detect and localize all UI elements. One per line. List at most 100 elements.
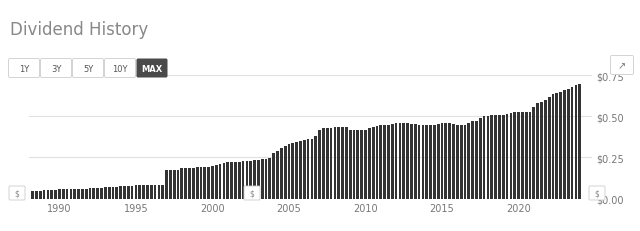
Bar bbox=[246, 161, 248, 199]
Bar bbox=[88, 188, 92, 199]
Bar bbox=[517, 112, 520, 199]
Bar bbox=[119, 186, 122, 199]
Bar bbox=[579, 84, 581, 199]
Bar bbox=[242, 161, 244, 199]
Bar bbox=[318, 130, 321, 199]
Bar bbox=[138, 185, 141, 199]
Bar bbox=[403, 124, 405, 199]
Bar bbox=[372, 128, 374, 199]
Bar bbox=[131, 186, 134, 199]
Bar bbox=[498, 115, 500, 199]
Bar bbox=[92, 188, 95, 199]
FancyBboxPatch shape bbox=[40, 59, 72, 78]
Bar bbox=[559, 92, 562, 199]
Bar bbox=[108, 187, 111, 199]
Bar bbox=[81, 189, 84, 199]
Bar bbox=[211, 166, 214, 199]
Bar bbox=[422, 125, 424, 199]
Bar bbox=[85, 189, 88, 199]
Text: MAX: MAX bbox=[141, 64, 163, 73]
Bar bbox=[448, 124, 451, 199]
Bar bbox=[47, 191, 49, 199]
Bar bbox=[280, 149, 283, 199]
FancyBboxPatch shape bbox=[244, 186, 260, 200]
Bar bbox=[295, 142, 298, 199]
Bar bbox=[360, 130, 363, 199]
Bar bbox=[387, 125, 390, 199]
Bar bbox=[35, 191, 38, 199]
Bar bbox=[368, 128, 371, 199]
FancyBboxPatch shape bbox=[104, 59, 136, 78]
Bar bbox=[161, 185, 164, 199]
Text: 10Y: 10Y bbox=[112, 64, 128, 73]
Bar bbox=[314, 137, 317, 199]
Bar bbox=[376, 127, 378, 199]
Bar bbox=[291, 143, 294, 199]
Bar bbox=[184, 168, 187, 199]
Bar bbox=[341, 128, 344, 199]
Bar bbox=[188, 168, 191, 199]
Bar bbox=[479, 119, 482, 199]
Bar bbox=[552, 95, 554, 199]
Bar bbox=[287, 144, 291, 199]
Text: $: $ bbox=[15, 189, 19, 198]
FancyBboxPatch shape bbox=[589, 186, 605, 200]
Bar bbox=[230, 163, 233, 199]
Bar bbox=[414, 124, 417, 199]
Bar bbox=[123, 186, 126, 199]
Bar bbox=[364, 130, 367, 199]
Bar bbox=[77, 189, 80, 199]
Bar bbox=[410, 124, 413, 199]
Bar bbox=[326, 128, 328, 199]
Bar bbox=[406, 124, 409, 199]
Bar bbox=[204, 167, 206, 199]
Bar bbox=[471, 122, 474, 199]
Bar bbox=[303, 141, 306, 199]
Bar bbox=[66, 190, 68, 199]
Bar bbox=[433, 125, 436, 199]
Bar bbox=[532, 107, 535, 199]
Bar bbox=[250, 161, 252, 199]
Bar bbox=[70, 190, 72, 199]
Bar bbox=[353, 130, 355, 199]
Bar bbox=[337, 128, 340, 199]
Bar bbox=[54, 191, 57, 199]
Bar bbox=[345, 128, 348, 199]
Bar bbox=[200, 168, 202, 199]
Bar bbox=[219, 164, 221, 199]
Bar bbox=[467, 124, 470, 199]
Text: $: $ bbox=[250, 189, 255, 198]
Bar bbox=[529, 112, 531, 199]
Bar bbox=[521, 112, 524, 199]
Bar bbox=[253, 160, 256, 199]
Bar bbox=[399, 124, 401, 199]
Bar bbox=[444, 124, 447, 199]
Bar bbox=[310, 139, 314, 199]
Bar bbox=[575, 86, 577, 199]
Bar bbox=[165, 170, 168, 199]
Bar bbox=[513, 112, 516, 199]
Text: 5Y: 5Y bbox=[83, 64, 93, 73]
Bar bbox=[150, 185, 152, 199]
Bar bbox=[284, 146, 287, 199]
Bar bbox=[333, 128, 336, 199]
Bar bbox=[490, 115, 493, 199]
Bar bbox=[349, 130, 351, 199]
Bar bbox=[567, 89, 570, 199]
Bar bbox=[257, 160, 260, 199]
FancyBboxPatch shape bbox=[72, 59, 104, 78]
Bar bbox=[43, 191, 45, 199]
Bar bbox=[74, 189, 76, 199]
Bar bbox=[177, 170, 179, 199]
Bar bbox=[356, 130, 359, 199]
Bar bbox=[571, 88, 573, 199]
Bar bbox=[556, 93, 558, 199]
Bar bbox=[380, 125, 382, 199]
Text: 3Y: 3Y bbox=[51, 64, 61, 73]
Bar bbox=[502, 115, 504, 199]
Bar bbox=[456, 125, 459, 199]
Bar bbox=[330, 128, 332, 199]
Bar bbox=[104, 187, 107, 199]
Bar bbox=[418, 125, 420, 199]
Bar bbox=[261, 159, 264, 199]
